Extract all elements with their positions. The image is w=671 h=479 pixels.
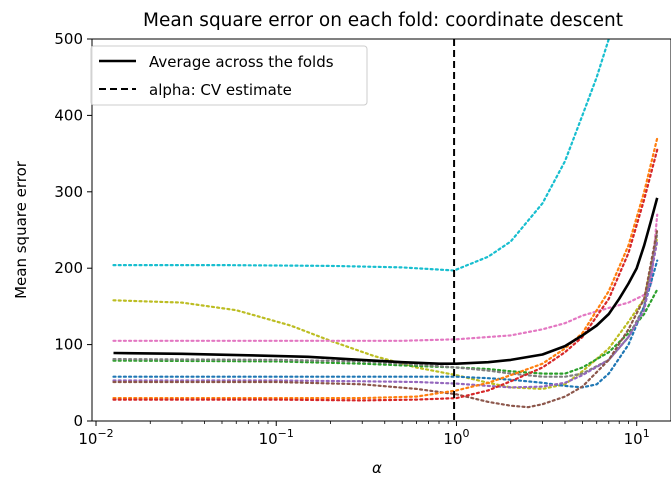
legend: Average across the folds alpha: CV estim… — [90, 45, 368, 106]
y-axis: 0 100 200 300 400 500 — [54, 30, 92, 430]
fold-line-7 — [112, 240, 659, 389]
x-axis-label: α — [372, 459, 382, 477]
chart-title: Mean square error on each fold: coordina… — [143, 10, 623, 31]
fold-line-6 — [112, 259, 659, 389]
fold-line-8 — [112, 228, 659, 409]
x-axis: 10−2 10−1 100 101 — [78, 421, 650, 448]
average-line — [113, 197, 659, 365]
plot-frame — [91, 38, 671, 422]
y-tick-label: 500 — [54, 30, 83, 48]
y-tick-label: 300 — [54, 183, 83, 201]
fold-line-4 — [112, 288, 659, 375]
x-tick-label: 10−2 — [78, 427, 113, 448]
plot-area — [112, 39, 659, 421]
y-tick-label: 0 — [73, 412, 83, 430]
x-tick-label: 100 — [443, 427, 469, 448]
fold-line-3 — [112, 213, 659, 342]
legend-cv-label: alpha: CV estimate — [149, 81, 292, 99]
fold-line-9 — [112, 137, 659, 400]
fold-line-2 — [112, 236, 659, 391]
fold-line-10 — [112, 148, 659, 402]
x-tick-label: 101 — [624, 427, 650, 448]
legend-box — [90, 45, 368, 106]
y-tick-label: 100 — [54, 336, 83, 354]
y-axis-label: Mean square error — [12, 160, 30, 299]
legend-average-label: Average across the folds — [149, 53, 334, 71]
fold-line-1 — [112, 39, 610, 272]
y-tick-label: 400 — [54, 106, 83, 124]
y-tick-label: 200 — [54, 259, 83, 277]
x-tick-label: 10−1 — [259, 427, 294, 448]
